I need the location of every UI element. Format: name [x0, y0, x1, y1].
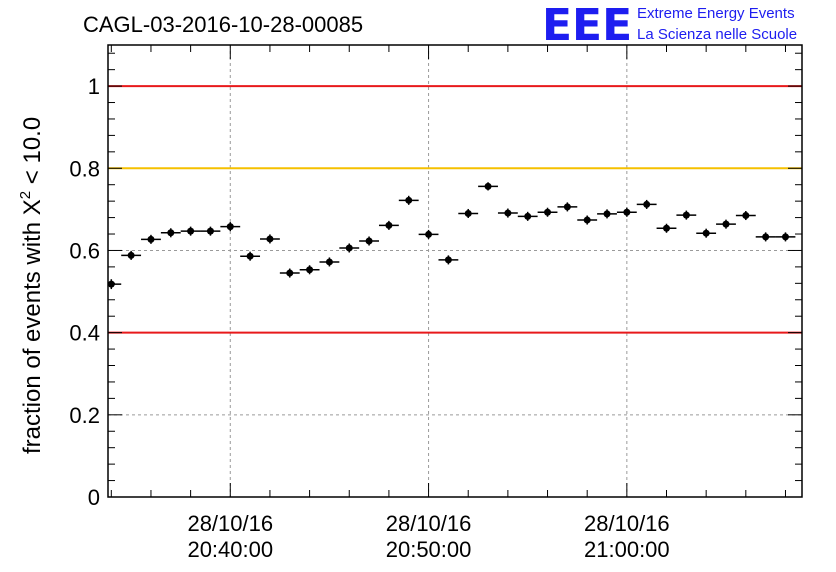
point-marker [702, 229, 710, 237]
data-point [557, 202, 578, 212]
point-marker [603, 210, 611, 218]
data-point [180, 226, 201, 236]
point-marker [444, 256, 452, 264]
point-marker [722, 220, 730, 228]
point-marker [266, 235, 274, 243]
point-marker [246, 252, 254, 260]
y-tick-label: 0.4 [69, 321, 100, 346]
point-marker [107, 280, 115, 288]
data-point [378, 220, 399, 230]
point-marker [286, 269, 294, 277]
x-tick-label-date: 28/10/16 [584, 511, 670, 536]
eee-logo-mark: EEE [542, 0, 632, 51]
data-point [319, 257, 340, 267]
reference-lines [108, 85, 802, 334]
point-marker [781, 233, 789, 241]
point-marker [206, 227, 214, 235]
data-point [458, 208, 479, 218]
point-marker [345, 244, 353, 252]
point-marker [425, 230, 433, 238]
point-marker [643, 200, 651, 208]
y-tick-label: 0.8 [69, 156, 100, 181]
data-point [141, 234, 161, 244]
point-marker [226, 223, 234, 231]
y-tick-label: 0.6 [69, 238, 100, 263]
point-marker [167, 229, 175, 237]
data-point [716, 219, 736, 229]
point-marker [405, 196, 413, 204]
data-point [398, 195, 419, 205]
point-marker [742, 212, 750, 220]
x-tick-label-date: 28/10/16 [386, 511, 472, 536]
grid-lines [108, 45, 802, 497]
data-point [597, 209, 617, 219]
data-point [517, 211, 538, 221]
data-point [279, 268, 300, 278]
x-tick-label-time: 20:50:00 [386, 537, 472, 562]
data-point [478, 182, 498, 191]
point-marker [464, 209, 472, 217]
data-point [755, 232, 776, 242]
point-marker [663, 224, 671, 232]
data-point [676, 210, 697, 220]
point-marker [583, 216, 591, 224]
y-tick-label: 1 [88, 74, 100, 99]
point-marker [385, 221, 393, 229]
x-tick-label-time: 21:00:00 [584, 537, 670, 562]
data-point [220, 222, 241, 232]
point-marker [563, 203, 571, 211]
point-marker [623, 208, 631, 216]
data-point [636, 199, 657, 209]
point-marker [127, 251, 135, 259]
data-point [418, 229, 439, 239]
data-point [735, 211, 756, 221]
data-point [200, 226, 221, 236]
data-point [656, 223, 677, 233]
point-marker [147, 235, 155, 243]
data-point [339, 243, 360, 253]
data-point [438, 255, 459, 265]
axes [107, 44, 803, 498]
point-marker [306, 266, 314, 274]
data-point [359, 236, 379, 246]
point-marker [484, 182, 492, 190]
point-marker [187, 227, 195, 235]
point-marker [762, 233, 770, 241]
y-tick-label: 0 [88, 485, 100, 510]
point-marker [325, 258, 333, 266]
point-marker [504, 209, 512, 217]
point-marker [544, 208, 552, 216]
data-point [299, 265, 320, 275]
data-point [260, 234, 280, 244]
data-point [775, 232, 796, 242]
x-tick-label-date: 28/10/16 [187, 511, 273, 536]
data-point [497, 208, 518, 218]
data-point [696, 228, 717, 238]
point-marker [682, 211, 690, 219]
chart-title: CAGL-03-2016-10-28-00085 [83, 12, 363, 37]
data-point [107, 279, 122, 290]
logo-line-1: Extreme Energy Events [637, 5, 795, 22]
eee-logo: EEE Extreme Energy Events La Scienza nel… [542, 0, 797, 51]
point-marker [524, 212, 532, 220]
logo-line-2: La Scienza nelle Scuole [637, 26, 797, 43]
y-axis-label: fraction of events with X2 < 10.0 [17, 117, 46, 454]
data-point [537, 207, 558, 217]
data-points [107, 182, 796, 290]
data-point [121, 250, 142, 260]
data-point [577, 215, 598, 225]
data-point [160, 228, 181, 238]
point-marker [365, 237, 373, 245]
tick-labels: 00.20.40.60.8128/10/1620:40:0028/10/1620… [69, 74, 669, 562]
plot-frame [107, 44, 803, 498]
y-tick-label: 0.2 [69, 403, 100, 428]
data-point [616, 207, 637, 217]
x-tick-label-time: 20:40:00 [187, 537, 273, 562]
data-point [240, 251, 261, 261]
